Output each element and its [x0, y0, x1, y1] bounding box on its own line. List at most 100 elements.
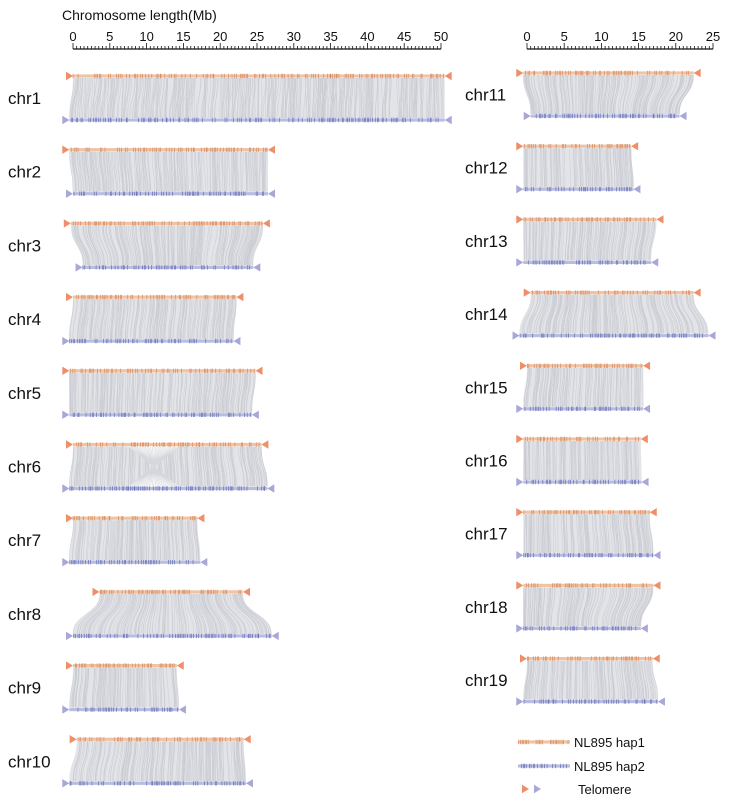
- chromosome-label: chr15: [465, 378, 508, 397]
- axis-tick-label: 45: [397, 29, 411, 44]
- hap2-bar: [518, 764, 570, 768]
- axis-tick-label: 20: [213, 29, 227, 44]
- chromosome-row: chr11: [465, 68, 701, 121]
- hap2-ticks: [525, 187, 632, 192]
- chromosome-label: chr16: [465, 452, 508, 471]
- chromosome-label: chr12: [465, 159, 508, 178]
- hap2-ticks: [73, 633, 271, 639]
- chromosome-label: chr13: [465, 232, 508, 251]
- telomere-marker: [520, 361, 527, 370]
- hap2-bar: [69, 708, 179, 712]
- chromosome-row: chr7: [8, 514, 208, 567]
- telomere-marker: [243, 587, 251, 597]
- telomere-marker: [268, 145, 276, 154]
- hap1-ticks: [100, 589, 241, 595]
- hap2-bar: [523, 700, 658, 704]
- chromosome-row: chr16: [465, 434, 649, 487]
- legend-hap1-swatch: [518, 739, 570, 745]
- hap2-ticks: [526, 479, 639, 485]
- axis-tick-label: 25: [250, 29, 264, 44]
- hap1-ticks: [523, 217, 654, 222]
- synteny-links: [523, 367, 644, 407]
- telomere-marker: [62, 145, 70, 154]
- hap1-ticks: [525, 70, 689, 76]
- synteny-links: [72, 593, 272, 634]
- axis-title: Chromosome length(Mb): [62, 7, 217, 23]
- synteny-links: [523, 587, 654, 627]
- hap1-bar: [523, 583, 654, 587]
- telomere-marker: [444, 71, 452, 81]
- hap2-ticks: [72, 412, 251, 417]
- hap1-bar: [523, 510, 650, 514]
- telomere-marker: [516, 551, 524, 560]
- hap1-bar: [518, 740, 570, 744]
- hap2-ticks: [69, 781, 245, 786]
- telomere-marker: [267, 484, 275, 493]
- hap1-bar: [69, 148, 269, 152]
- hap1-ticks: [70, 147, 268, 152]
- hap1-bar: [523, 217, 657, 221]
- hap1-bar: [523, 71, 694, 75]
- hap2-ticks: [519, 333, 703, 338]
- telomere-marker: [75, 263, 83, 272]
- telomere-marker: [520, 654, 527, 663]
- hap1-bar: [73, 74, 445, 78]
- hap1-bar: [523, 437, 641, 441]
- chromosome-row: chr6: [8, 440, 275, 493]
- telomere-marker: [62, 115, 70, 125]
- telomere-marker: [651, 258, 659, 267]
- chromosome-label: chr3: [8, 236, 41, 255]
- hap1-ticks: [75, 663, 175, 668]
- legend-hap2-swatch: [518, 763, 570, 769]
- axis-tick-label: 5: [561, 29, 568, 44]
- telomere-marker: [66, 631, 73, 641]
- synteny-links: [72, 741, 246, 782]
- hap1-bar: [530, 291, 694, 295]
- hap2-bar: [523, 407, 644, 411]
- hap2-ticks: [523, 699, 658, 704]
- telomere-marker: [66, 189, 73, 198]
- chromosome-row: chr1: [8, 71, 452, 125]
- hap1-ticks: [76, 442, 260, 447]
- telomere-marker: [262, 219, 270, 228]
- synteny-links: [523, 440, 639, 481]
- chromosome-label: chr14: [465, 305, 508, 324]
- chromosome-label: chr8: [8, 605, 41, 624]
- telomere-marker: [255, 366, 263, 375]
- hap1-ticks: [78, 737, 241, 742]
- chromosome-label: chr4: [8, 310, 41, 329]
- telomere-marker: [653, 581, 661, 590]
- axis-tick-label: 20: [669, 29, 683, 44]
- hap1-bar: [76, 737, 244, 741]
- axis-tick-label: 10: [594, 29, 608, 44]
- legend-label: NL895 hap2: [574, 759, 645, 774]
- telomere-marker: [271, 631, 279, 641]
- hap2-ticks: [523, 553, 653, 558]
- telomere-marker: [633, 185, 641, 194]
- telomere-marker: [62, 336, 70, 346]
- chromosome-label: chr1: [8, 89, 41, 108]
- hap2-bar: [73, 192, 269, 196]
- hap2-ticks: [527, 260, 646, 265]
- telomere-marker: [200, 558, 208, 567]
- telomere-marker: [444, 115, 452, 125]
- telomere-marker: [640, 624, 648, 633]
- telomere-marker: [69, 735, 77, 744]
- telomere-marker: [251, 410, 259, 419]
- telomere-marker: [62, 410, 70, 419]
- hap1-ticks: [523, 144, 631, 149]
- hap1-bar: [99, 590, 244, 594]
- telomere-marker: [66, 661, 73, 670]
- telomere-marker: [652, 654, 660, 663]
- telomere-marker: [516, 508, 524, 517]
- chromosome-row: chr5: [8, 366, 263, 419]
- telomere-marker: [62, 558, 70, 567]
- hap1-ticks: [532, 290, 690, 295]
- telomere-marker: [62, 705, 70, 714]
- telomere-marker: [268, 189, 276, 198]
- hap2-ticks: [71, 117, 439, 123]
- axis-tick-label: 15: [631, 29, 645, 44]
- axis-tick-label: 35: [323, 29, 337, 44]
- synteny-links: [521, 294, 708, 334]
